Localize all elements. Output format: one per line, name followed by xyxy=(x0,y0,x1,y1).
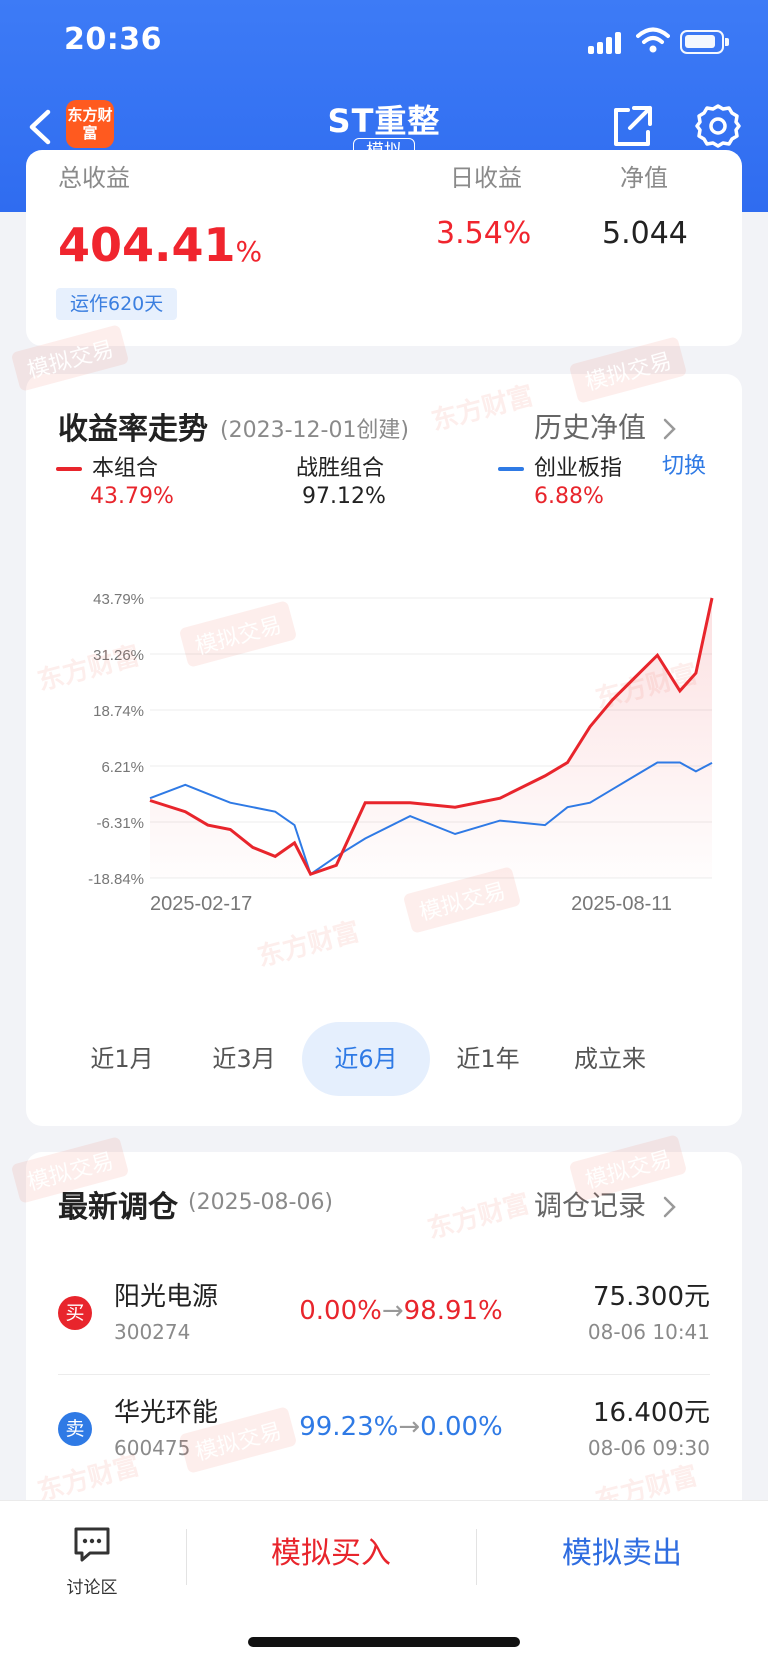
rebalance-record-label: 调仓记录 xyxy=(534,1189,647,1222)
history-nav-label: 历史净值 xyxy=(534,411,647,444)
total-return-unit: % xyxy=(235,235,263,268)
bottom-action-bar: 讨论区 模拟买入 模拟卖出 xyxy=(0,1500,768,1663)
arrow-right-icon: → xyxy=(398,1412,421,1442)
battery-icon xyxy=(680,30,729,54)
y-tick-label: 31.26% xyxy=(93,647,144,664)
daily-return-label: 日收益 xyxy=(450,164,522,192)
y-tick-label: 43.79% xyxy=(93,591,144,608)
simulated-sell-button[interactable]: 模拟卖出 xyxy=(562,1536,682,1571)
stock-code: 600475 xyxy=(114,1436,191,1460)
legend-beat-value: 97.12% xyxy=(302,484,386,509)
trade-price: 75.300元 xyxy=(593,1282,710,1312)
history-nav-link[interactable]: 历史净值 xyxy=(534,406,679,446)
total-return-value: 404.41% xyxy=(58,218,262,272)
page-title: ST重整 xyxy=(327,102,441,140)
wifi-icon xyxy=(636,27,670,53)
period-1m[interactable]: 近1月 xyxy=(90,1045,154,1073)
settings-icon[interactable] xyxy=(694,102,742,150)
position-to: 98.91% xyxy=(403,1296,503,1326)
legend-line-red xyxy=(56,467,82,471)
legend-index-label: 创业板指 xyxy=(534,456,623,481)
home-indicator xyxy=(248,1637,520,1647)
x-tick-end: 2025-08-11 xyxy=(571,893,672,915)
stock-name: 阳光电源 xyxy=(114,1282,219,1312)
back-icon[interactable] xyxy=(22,104,62,150)
cellular-signal-icon xyxy=(588,30,624,54)
trade-row[interactable]: 买 阳光电源 300274 0.00%→98.91% 75.300元 08-06… xyxy=(26,1252,742,1372)
legend-portfolio-label: 本组合 xyxy=(92,456,159,481)
trend-title: 收益率走势 xyxy=(58,412,208,447)
y-tick-label: 18.74% xyxy=(93,703,144,720)
status-bar: 20:36 xyxy=(0,0,768,86)
total-return-number: 404.41 xyxy=(58,218,236,272)
stock-name: 华光环能 xyxy=(114,1398,219,1428)
legend-beat-label: 战胜组合 xyxy=(296,456,385,481)
legend-beat: 战胜组合 xyxy=(296,450,384,482)
sell-icon: 卖 xyxy=(58,1412,92,1446)
return-trend-card: 收益率走势 (2023-12-01创建) 历史净值 本组合 43.79% 战胜组… xyxy=(26,374,742,1126)
return-chart: 43.79% 31.26% 18.74% 6.21% -6.31% -18.84% 202… xyxy=(88,591,714,915)
net-value: 5.044 xyxy=(602,216,688,251)
portfolio-area xyxy=(150,598,712,878)
position-change: 0.00%→98.91% xyxy=(266,1296,536,1326)
index-series-line xyxy=(149,761,713,876)
discussion-label: 讨论区 xyxy=(66,1578,118,1598)
latest-rebalance-card: 最新调仓 (2025-08-06) 调仓记录 买 阳光电源 300274 0.0… xyxy=(26,1152,742,1522)
trade-price: 16.400元 xyxy=(593,1398,710,1428)
app-logo: 东方财富 xyxy=(66,100,114,148)
total-return-label: 总收益 xyxy=(58,164,130,192)
period-since-inception[interactable]: 成立来 xyxy=(574,1045,646,1073)
rebalance-record-link[interactable]: 调仓记录 xyxy=(534,1184,679,1224)
net-value-label: 净值 xyxy=(620,164,668,192)
position-from: 99.23% xyxy=(299,1412,399,1442)
rebalance-title: 最新调仓 xyxy=(58,1190,178,1225)
row-divider xyxy=(58,1374,710,1375)
simulated-buy-button[interactable]: 模拟买入 xyxy=(271,1536,391,1571)
arrow-right-icon: → xyxy=(381,1296,404,1326)
chat-bubble-icon xyxy=(74,1527,110,1562)
y-tick-label: 6.21% xyxy=(101,759,144,776)
legend-index: 创业板指 xyxy=(498,450,622,482)
trade-row[interactable]: 卖 华光环能 600475 99.23%→0.00% 16.400元 08-06… xyxy=(26,1368,742,1488)
discussion-button[interactable]: 讨论区 xyxy=(42,1521,142,1601)
chevron-right-icon xyxy=(663,418,676,440)
y-tick-label: -18.84% xyxy=(88,871,144,888)
legend-portfolio-value: 43.79% xyxy=(90,484,174,509)
summary-card: 总收益 404.41% 日收益 3.54% 净值 5.044 运作620天 xyxy=(26,150,742,346)
period-selector: 近1月 近3月 近6月 近1年 成立来 xyxy=(26,1022,742,1098)
y-tick-label: -6.31% xyxy=(96,815,144,832)
trade-time: 08-06 09:30 xyxy=(587,1436,710,1460)
trend-created-date: (2023-12-01创建) xyxy=(220,418,410,443)
rebalance-date: (2025-08-06) xyxy=(188,1190,334,1215)
legend-index-value: 6.88% xyxy=(534,484,604,509)
switch-benchmark-link[interactable]: 切换 xyxy=(662,454,707,479)
running-days-tag: 运作620天 xyxy=(56,288,178,320)
position-to: 0.00% xyxy=(420,1412,503,1442)
portfolio-series-line xyxy=(149,597,714,877)
period-6m[interactable]: 近6月 xyxy=(302,1022,430,1096)
legend-line-blue xyxy=(498,467,524,471)
status-time: 20:36 xyxy=(64,22,162,57)
period-1y[interactable]: 近1年 xyxy=(456,1045,520,1073)
position-from: 0.00% xyxy=(299,1296,382,1326)
trade-time: 08-06 10:41 xyxy=(587,1320,710,1344)
stock-code: 300274 xyxy=(114,1320,191,1344)
buy-icon: 买 xyxy=(58,1296,92,1330)
x-tick-start: 2025-02-17 xyxy=(150,893,252,915)
position-change: 99.23%→0.00% xyxy=(266,1412,536,1442)
chevron-right-icon xyxy=(663,1196,676,1218)
divider xyxy=(476,1529,477,1585)
period-3m[interactable]: 近3月 xyxy=(212,1045,276,1073)
legend-portfolio: 本组合 xyxy=(56,450,158,482)
divider xyxy=(186,1529,187,1585)
daily-return-value: 3.54% xyxy=(436,216,532,251)
share-icon[interactable] xyxy=(608,102,656,150)
